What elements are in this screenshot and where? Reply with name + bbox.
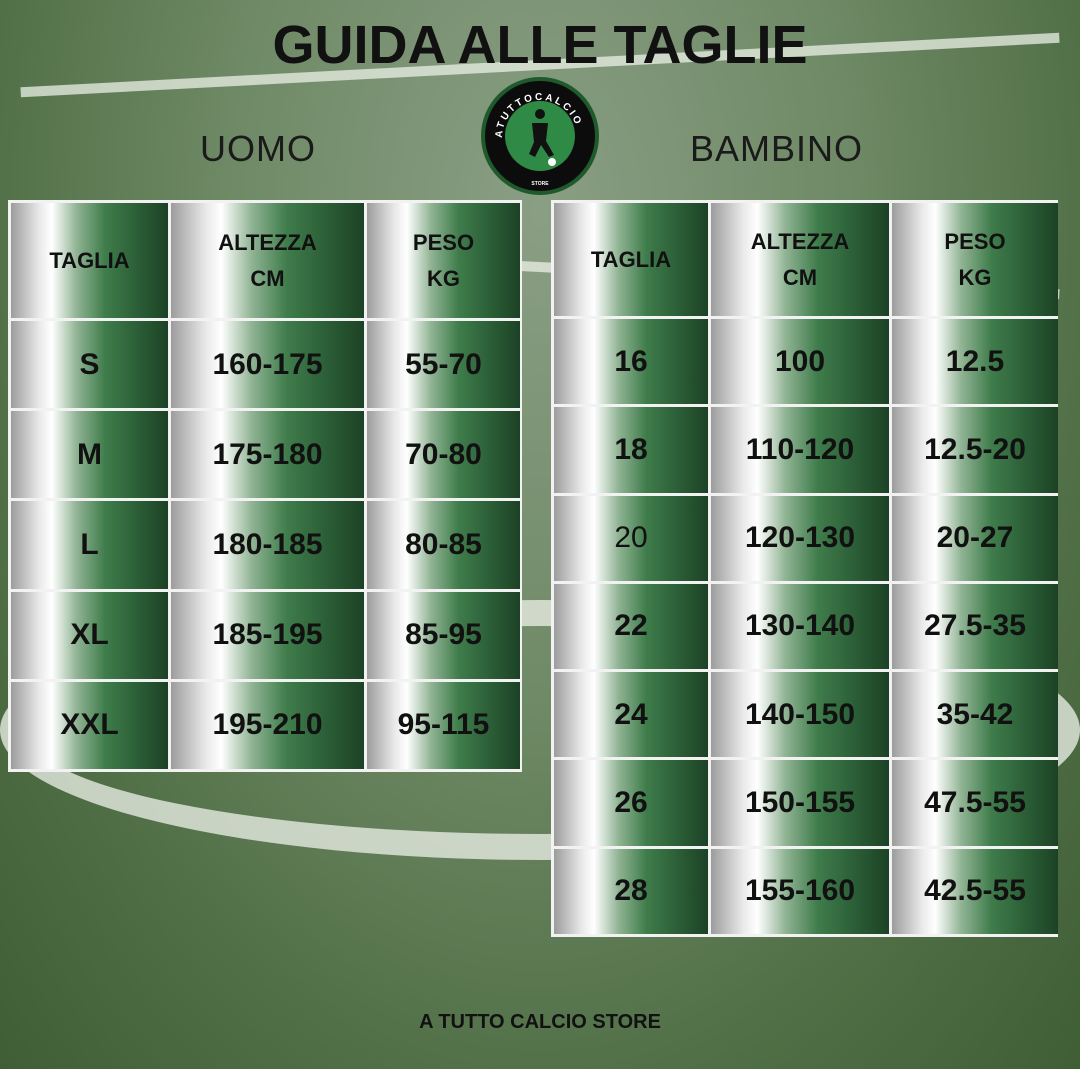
cell-taglia: 22 bbox=[554, 583, 708, 670]
header-altezza: ALTEZZA CM bbox=[711, 203, 889, 316]
cell-peso: 27.5-35 bbox=[892, 583, 1058, 670]
size-table-bambino: TAGLIA ALTEZZA CM PESO KG 16 100 12.5 18 110-12… bbox=[551, 200, 1058, 937]
cell-peso: 55-70 bbox=[367, 321, 520, 409]
cell-altezza: 120-130 bbox=[711, 495, 889, 581]
cell-taglia: 16 bbox=[554, 319, 708, 405]
cell-taglia: 28 bbox=[554, 848, 708, 934]
cell-peso: 47.5-55 bbox=[892, 760, 1058, 846]
header-altezza: ALTEZZA CM bbox=[171, 203, 364, 318]
header-peso: PESO KG bbox=[367, 203, 520, 318]
store-logo: ATUTTOCALCIO STORE bbox=[481, 77, 599, 195]
size-table-uomo: TAGLIA ALTEZZA CM PESO KG S 160-175 55-70 M 175… bbox=[8, 200, 522, 772]
cell-altezza: 175-180 bbox=[171, 411, 364, 499]
cell-taglia: 26 bbox=[554, 760, 708, 846]
section-title-bambino: BAMBINO bbox=[690, 128, 864, 169]
header-peso: PESO KG bbox=[892, 203, 1058, 316]
ball-icon bbox=[548, 158, 556, 166]
header-taglia: TAGLIA bbox=[11, 203, 168, 318]
cell-altezza: 130-140 bbox=[711, 583, 889, 670]
cell-peso: 20-27 bbox=[892, 495, 1058, 581]
cell-peso: 12.5-20 bbox=[892, 407, 1058, 493]
cell-peso: 80-85 bbox=[367, 501, 520, 589]
cell-taglia: M bbox=[11, 411, 168, 499]
cell-altezza: 195-210 bbox=[171, 681, 364, 769]
cell-peso: 12.5 bbox=[892, 319, 1058, 405]
cell-peso: 85-95 bbox=[367, 591, 520, 679]
cell-taglia: 18 bbox=[554, 407, 708, 493]
cell-altezza: 140-150 bbox=[711, 672, 889, 758]
cell-peso: 35-42 bbox=[892, 672, 1058, 758]
cell-taglia: S bbox=[11, 321, 168, 409]
section-title-uomo: UOMO bbox=[200, 128, 316, 169]
cell-altezza: 150-155 bbox=[711, 760, 889, 846]
cell-taglia: 20 bbox=[554, 495, 708, 581]
footer-store-name: A TUTTO CALCIO STORE bbox=[419, 1011, 661, 1033]
cell-altezza: 160-175 bbox=[171, 321, 364, 409]
cell-taglia: 24 bbox=[554, 672, 708, 758]
cell-taglia: L bbox=[11, 501, 168, 589]
cell-altezza: 100 bbox=[711, 319, 889, 405]
cell-altezza: 185-195 bbox=[171, 591, 364, 679]
cell-taglia: XL bbox=[11, 591, 168, 679]
cell-peso: 42.5-55 bbox=[892, 848, 1058, 934]
cell-altezza: 180-185 bbox=[171, 501, 364, 589]
page-title: GUIDA ALLE TAGLIE bbox=[272, 15, 808, 75]
cell-peso: 70-80 bbox=[367, 411, 520, 499]
player-icon bbox=[529, 109, 554, 157]
cell-altezza: 110-120 bbox=[711, 407, 889, 493]
cell-altezza: 155-160 bbox=[711, 848, 889, 934]
cell-taglia: XXL bbox=[11, 681, 168, 769]
cell-peso: 95-115 bbox=[367, 681, 520, 769]
svg-text:STORE: STORE bbox=[531, 181, 549, 187]
header-taglia: TAGLIA bbox=[554, 203, 708, 316]
